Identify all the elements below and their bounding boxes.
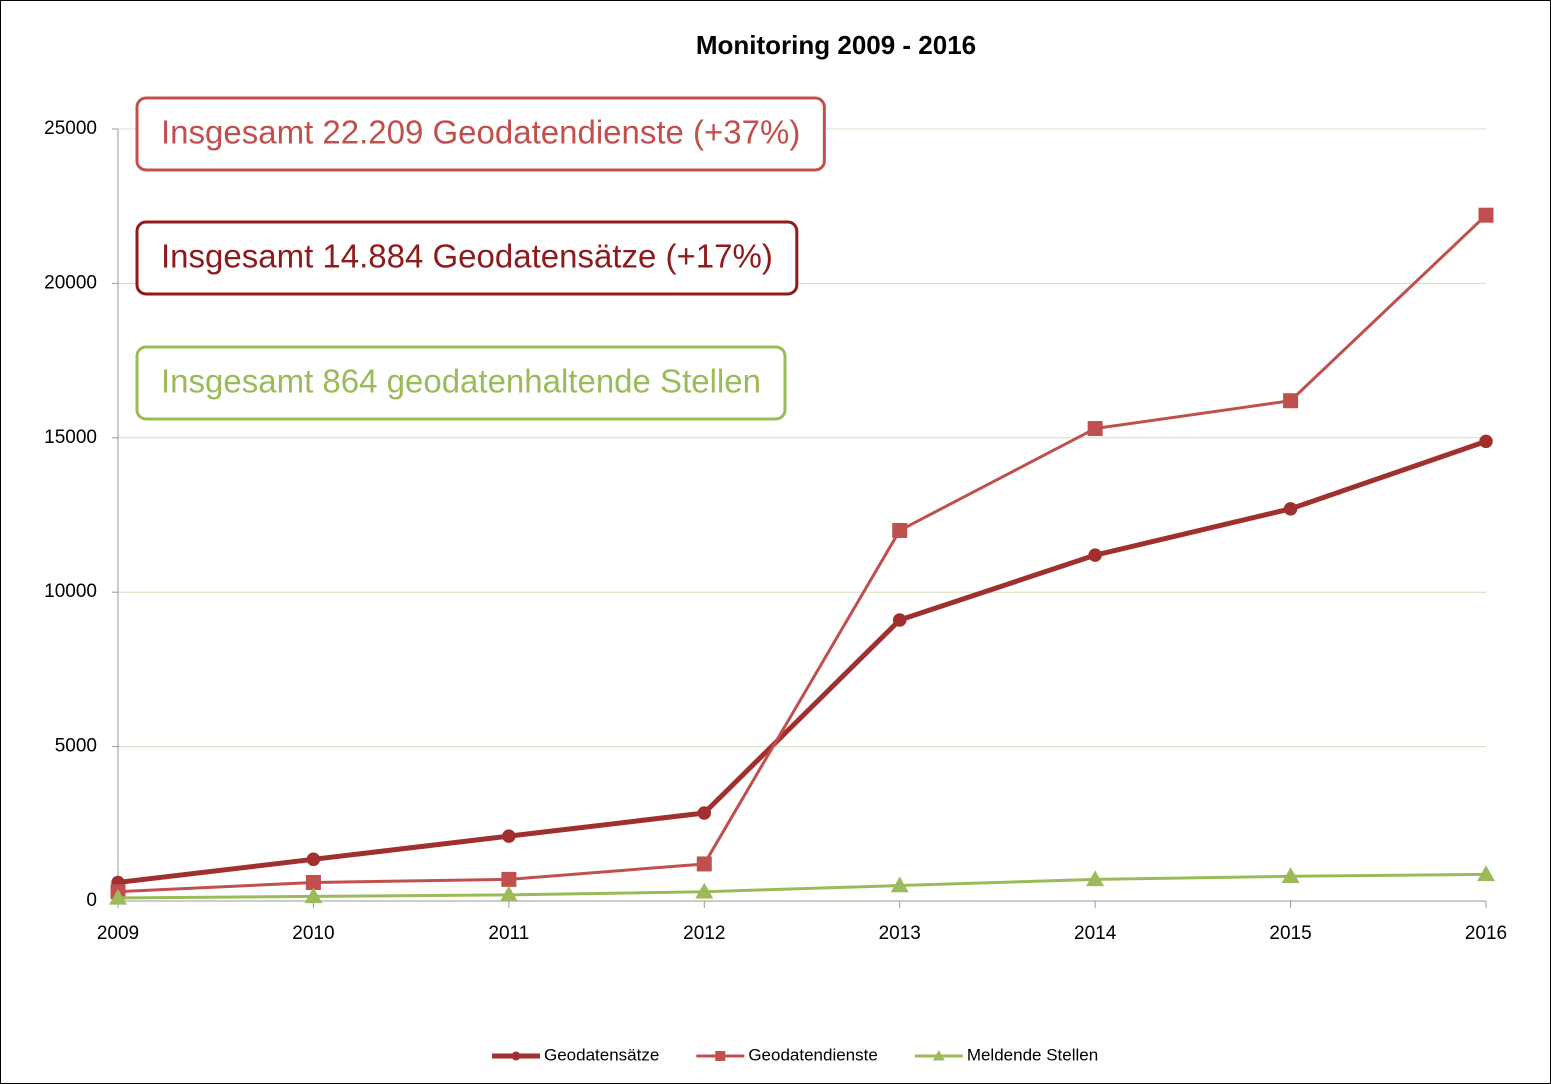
marker xyxy=(306,852,321,867)
marker xyxy=(715,1051,726,1061)
marker xyxy=(697,806,712,820)
annotation-box xyxy=(135,345,787,421)
marker xyxy=(890,876,909,893)
y-tick-label: 15000 xyxy=(44,427,97,448)
marker xyxy=(499,885,518,902)
marker xyxy=(511,1051,521,1061)
chart-title: Monitoring 2009 - 2016 xyxy=(696,30,976,60)
marker xyxy=(1478,207,1494,223)
legend-label: Meldende Stellen xyxy=(967,1045,1098,1064)
y-tick-label: 20000 xyxy=(44,272,97,293)
y-tick-label: 10000 xyxy=(44,581,97,602)
y-tick-label: 5000 xyxy=(55,736,97,757)
x-tick-label: 2009 xyxy=(97,923,139,944)
marker xyxy=(1479,434,1493,449)
x-tick-label: 2012 xyxy=(683,923,725,944)
marker xyxy=(502,829,516,843)
annotation-box xyxy=(135,96,826,172)
series-line xyxy=(117,439,1487,885)
x-tick-label: 2015 xyxy=(1269,923,1311,944)
annotation-box xyxy=(135,220,799,296)
marker xyxy=(1086,870,1105,887)
x-tick-label: 2014 xyxy=(1074,923,1117,944)
x-tick-label: 2016 xyxy=(1465,923,1507,944)
marker xyxy=(892,613,907,627)
x-tick-label: 2011 xyxy=(488,923,529,944)
marker xyxy=(1283,393,1299,409)
marker xyxy=(1283,502,1298,516)
y-tick-label: 0 xyxy=(86,890,97,911)
marker xyxy=(1087,421,1103,437)
marker xyxy=(109,888,127,905)
marker xyxy=(1281,867,1300,884)
marker xyxy=(305,874,321,890)
legend-label: Geodatensätze xyxy=(544,1045,659,1064)
y-tick-label: 25000 xyxy=(44,118,97,139)
annotation-text: Insgesamt 864 geodatenhaltende Stellen xyxy=(161,363,761,400)
marker xyxy=(1088,548,1102,562)
marker xyxy=(696,856,712,872)
annotation-text: Insgesamt 22.209 Geodatendienste (+37%) xyxy=(161,114,800,151)
legend-label: Geodatendienste xyxy=(748,1045,878,1064)
marker xyxy=(501,871,517,887)
series-line xyxy=(117,872,1487,900)
marker xyxy=(304,887,323,904)
marker xyxy=(932,1050,945,1061)
marker xyxy=(892,522,908,538)
marker xyxy=(1477,865,1495,882)
series-line xyxy=(117,214,1488,894)
x-tick-label: 2013 xyxy=(879,923,921,944)
x-tick-label: 2010 xyxy=(292,923,334,944)
annotation-text: Insgesamt 14.884 Geodatensätze (+17%) xyxy=(161,238,773,275)
marker xyxy=(695,882,714,899)
